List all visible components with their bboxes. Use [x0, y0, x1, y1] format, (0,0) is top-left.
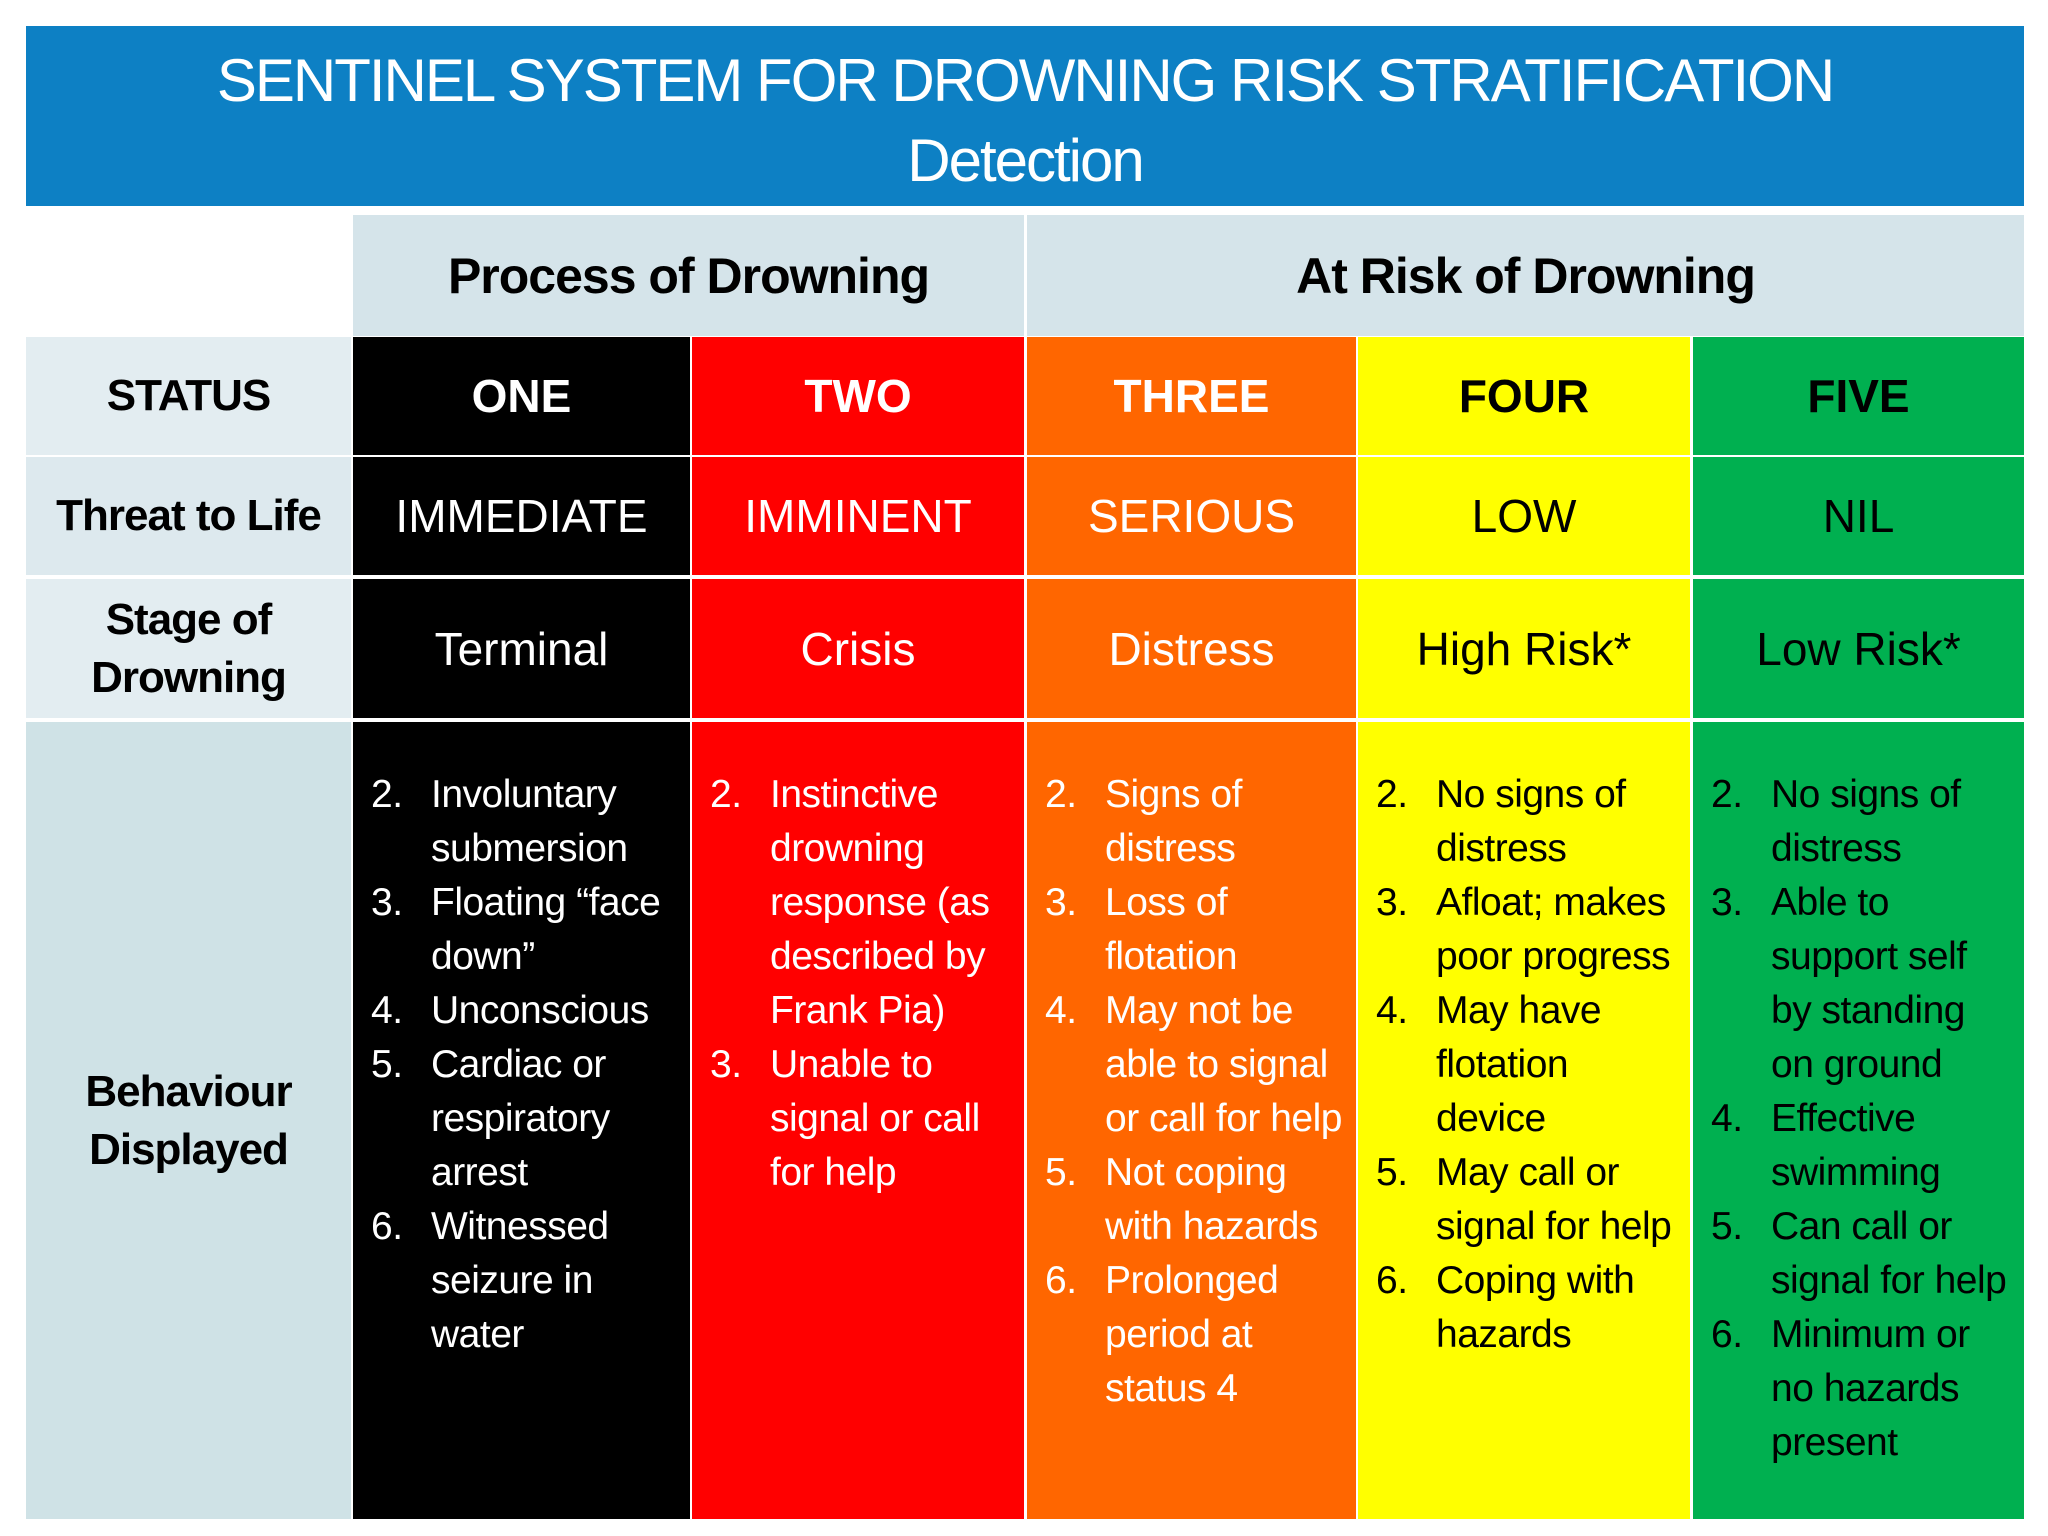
item-number: 2.: [371, 773, 403, 816]
row-label: Threat to Life: [26, 457, 351, 575]
behaviour-item: 2. Involuntary submersion: [371, 768, 682, 876]
behaviour-item: 6. Minimum or no hazards present: [1711, 1308, 2016, 1470]
row-label: Stage of Drowning: [26, 579, 351, 718]
stage-cell: Distress: [1027, 579, 1356, 718]
stage-cell: Terminal: [353, 579, 690, 718]
item-text: Afloat; makes poor progress: [1436, 881, 1671, 978]
item-text: Floating “face down”: [431, 881, 661, 978]
stage-cell: Crisis: [692, 579, 1024, 718]
item-number: 5.: [1376, 1151, 1408, 1194]
behaviour-item: 3. Loss of flotation: [1045, 876, 1348, 984]
item-text: Not coping with hazards: [1105, 1151, 1318, 1248]
item-text: Can call or signal for help: [1771, 1205, 2007, 1302]
item-text: No signs of distress: [1771, 773, 1961, 870]
threat-cell: NIL: [1693, 457, 2024, 575]
row-label: Behaviour Displayed: [26, 722, 351, 1519]
item-text: Effective swimming: [1771, 1097, 1941, 1194]
item-text: Unconscious: [431, 989, 649, 1032]
item-text: Involuntary submersion: [431, 773, 628, 870]
behaviour-item: 4. Unconscious: [371, 984, 649, 1038]
threat-cell: IMMINENT: [692, 457, 1024, 575]
behaviour-cell: 2. Instinctive drowning response (as desc…: [692, 722, 1024, 1519]
stage-cell: Low Risk*: [1693, 579, 2024, 718]
behaviour-item: 3. Afloat; makes poor progress: [1376, 876, 1682, 984]
item-text: No signs of distress: [1436, 773, 1626, 870]
item-number: 4.: [371, 989, 403, 1032]
behaviour-cell: 2. No signs of distress 3. Able to support …: [1693, 722, 2024, 1519]
behaviour-item: 5. Not coping with hazards: [1045, 1146, 1348, 1254]
behaviour-item: 5. Cardiac or respiratory arrest: [371, 1038, 682, 1200]
subtitle: Detection: [907, 127, 1144, 194]
group-header: At Risk of Drowning: [1027, 215, 2024, 336]
item-number: 3.: [710, 1043, 742, 1086]
item-text: Coping with hazards: [1436, 1259, 1635, 1356]
status-cell: FOUR: [1358, 337, 1690, 455]
threat-cell: SERIOUS: [1027, 457, 1356, 575]
item-text: Loss of flotation: [1105, 881, 1238, 978]
threat-cell: LOW: [1358, 457, 1690, 575]
behaviour-item: 2. Instinctive drowning response (as desc…: [710, 768, 1016, 1038]
behaviour-cell: 2. Involuntary submersion 3. Floating “face…: [353, 722, 690, 1519]
item-text: Minimum or no hazards present: [1771, 1313, 1970, 1464]
behaviour-item: 5. Can call or signal for help: [1711, 1200, 2016, 1308]
item-number: 4.: [1045, 989, 1077, 1032]
item-number: 6.: [371, 1205, 403, 1248]
item-number: 4.: [1711, 1097, 1743, 1140]
item-number: 3.: [1711, 881, 1743, 924]
item-number: 6.: [1376, 1259, 1408, 1302]
item-number: 5.: [1045, 1151, 1077, 1194]
item-number: 3.: [1376, 881, 1408, 924]
item-number: 4.: [1376, 989, 1408, 1032]
title: SENTINEL SYSTEM FOR DROWNING RISK STRATI…: [216, 47, 1835, 114]
item-number: 2.: [1376, 773, 1408, 816]
item-number: 6.: [1711, 1313, 1743, 1356]
status-cell: THREE: [1027, 337, 1356, 455]
behaviour-item: 6. Prolonged period at status 4: [1045, 1254, 1348, 1416]
item-number: 5.: [371, 1043, 403, 1086]
item-text: Instinctive drowning response (as descri…: [770, 773, 990, 1032]
item-text: Able to support self by standing on grou…: [1771, 881, 1967, 1086]
item-text: Signs of distress: [1105, 773, 1242, 870]
behaviour-item: 5. May call or signal for help: [1376, 1146, 1682, 1254]
behaviour-item: 2. No signs of distress: [1711, 768, 2016, 876]
stage-cell: High Risk*: [1358, 579, 1690, 718]
item-text: May not be able to signal or call for he…: [1105, 989, 1342, 1140]
item-number: 3.: [371, 881, 403, 924]
behaviour-item: 4. May have flotation device: [1376, 984, 1682, 1146]
behaviour-item: 2. No signs of distress: [1376, 768, 1682, 876]
item-number: 2.: [710, 773, 742, 816]
behaviour-item: 3. Floating “face down”: [371, 876, 682, 984]
item-number: 2.: [1711, 773, 1743, 816]
item-number: 6.: [1045, 1259, 1077, 1302]
group-header: Process of Drowning: [353, 215, 1024, 336]
threat-cell: IMMEDIATE: [353, 457, 690, 575]
item-text: Cardiac or respiratory arrest: [431, 1043, 610, 1194]
item-text: Unable to signal or call for help: [770, 1043, 980, 1194]
behaviour-item: 6. Coping with hazards: [1376, 1254, 1682, 1362]
behaviour-cell: 2. No signs of distress 3. Afloat; makes po…: [1358, 722, 1690, 1519]
item-number: 5.: [1711, 1205, 1743, 1248]
status-cell: ONE: [353, 337, 690, 455]
behaviour-cell: 2. Signs of distress 3. Loss of flotation 4.…: [1027, 722, 1356, 1519]
item-text: Prolonged period at status 4: [1105, 1259, 1279, 1410]
item-text: May call or signal for help: [1436, 1151, 1672, 1248]
row-label: STATUS: [26, 337, 351, 455]
behaviour-item: 3. Able to support self by standing on gr…: [1711, 876, 2016, 1092]
item-text: Witnessed seizure in water: [431, 1205, 609, 1356]
status-cell: TWO: [692, 337, 1024, 455]
title-bar: SENTINEL SYSTEM FOR DROWNING RISK STRATI…: [26, 26, 2024, 206]
behaviour-item: 6. Witnessed seizure in water: [371, 1200, 682, 1362]
item-number: 2.: [1045, 773, 1077, 816]
item-number: 3.: [1045, 881, 1077, 924]
behaviour-item: 4. Effective swimming: [1711, 1092, 2016, 1200]
behaviour-item: 2. Signs of distress: [1045, 768, 1348, 876]
behaviour-item: 4. May not be able to signal or call for …: [1045, 984, 1348, 1146]
item-text: May have flotation device: [1436, 989, 1602, 1140]
status-cell: FIVE: [1693, 337, 2024, 455]
behaviour-item: 3. Unable to signal or call for help: [710, 1038, 1016, 1200]
